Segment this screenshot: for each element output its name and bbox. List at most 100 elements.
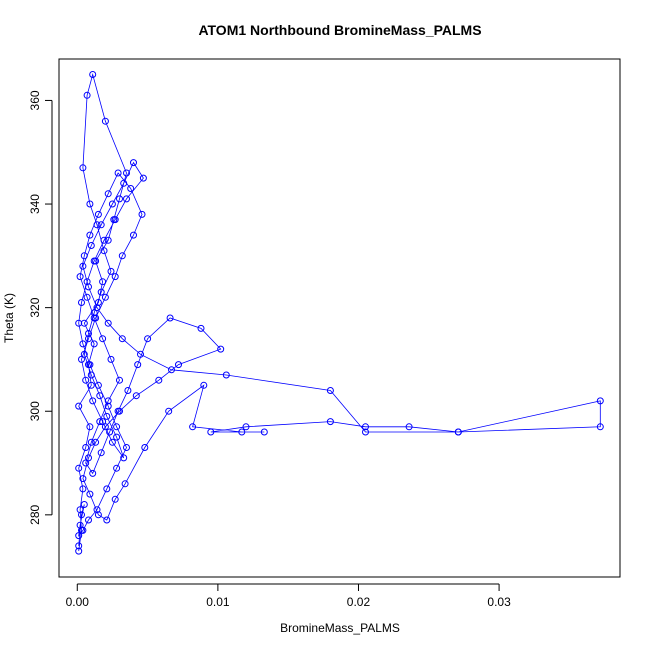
data-point <box>75 532 83 540</box>
data-point <box>78 355 85 363</box>
data-point <box>134 361 142 369</box>
series-line <box>78 72 601 552</box>
data-point <box>104 319 112 327</box>
data-point <box>113 464 121 472</box>
data-point <box>90 314 98 322</box>
data-point <box>75 319 83 327</box>
y-axis-label: Theta (K) <box>2 293 16 343</box>
y-tick-label: 340 <box>28 194 42 214</box>
data-point <box>116 376 123 384</box>
data-point <box>260 428 268 436</box>
data-point <box>123 195 130 203</box>
data-point <box>118 252 126 260</box>
data-point <box>83 278 91 286</box>
data-point <box>85 335 92 343</box>
data-point <box>130 231 137 239</box>
data-point <box>138 210 146 218</box>
data-point <box>175 361 182 369</box>
data-point <box>86 200 94 208</box>
data-point <box>85 454 92 462</box>
data-point <box>82 376 90 384</box>
data-point <box>120 454 128 462</box>
data-point <box>107 355 115 363</box>
data-point <box>93 221 101 229</box>
data-point <box>101 293 109 301</box>
data-point <box>189 423 197 431</box>
data-point <box>85 516 92 524</box>
data-point <box>405 423 413 431</box>
data-point <box>101 117 109 125</box>
series-points <box>75 71 604 555</box>
y-axis: 280 300 320 340 360 <box>28 90 53 525</box>
x-axis: 0.00 0.01 0.02 0.03 <box>66 583 511 609</box>
data-point <box>75 464 83 472</box>
x-tick-label: 0.01 <box>206 595 230 609</box>
data-point <box>96 392 104 400</box>
data-point <box>99 278 107 286</box>
data-point <box>326 387 334 394</box>
data-point <box>82 459 90 467</box>
data-point <box>76 521 84 529</box>
data-point <box>100 236 108 244</box>
data-point <box>362 423 369 431</box>
data-point <box>80 350 88 358</box>
data-point <box>75 542 83 550</box>
data-point <box>103 485 111 493</box>
data-point <box>87 438 95 446</box>
data-point <box>90 257 98 265</box>
y-tick-label: 280 <box>28 505 42 525</box>
data-point <box>596 397 604 405</box>
data-point <box>124 387 132 394</box>
data-point <box>111 495 119 503</box>
data-point <box>596 423 604 431</box>
data-point <box>94 210 102 218</box>
data-point <box>101 423 109 431</box>
data-point <box>94 511 102 519</box>
data-point <box>121 480 129 488</box>
y-tick-label: 320 <box>28 297 42 317</box>
data-point <box>217 345 225 353</box>
data-point <box>141 444 149 451</box>
data-point <box>80 501 88 508</box>
data-point <box>79 262 87 270</box>
data-point <box>86 490 94 498</box>
data-point <box>107 267 115 275</box>
x-tick-label: 0.02 <box>347 595 371 609</box>
data-point <box>79 526 87 534</box>
data-point <box>104 402 112 410</box>
data-point <box>89 397 97 405</box>
data-point <box>242 423 250 431</box>
data-point <box>97 449 105 457</box>
data-point <box>144 335 152 343</box>
data-point <box>99 335 107 343</box>
data-point <box>78 511 85 519</box>
data-point <box>120 179 128 187</box>
data-point <box>79 485 87 493</box>
data-point <box>75 547 83 555</box>
data-point <box>79 475 87 483</box>
data-point <box>99 418 107 426</box>
x-tick-label: 0.03 <box>487 595 511 609</box>
data-point <box>222 371 230 379</box>
data-point <box>97 288 105 296</box>
data-point <box>82 444 90 451</box>
data-point <box>79 164 87 172</box>
x-axis-label: BromineMass_PALMS <box>280 621 400 635</box>
data-point <box>130 159 137 167</box>
data-point <box>127 185 135 192</box>
data-point <box>90 309 98 317</box>
plot-area <box>75 71 604 555</box>
data-point <box>114 169 122 177</box>
data-point <box>118 335 126 343</box>
data-point <box>92 438 100 446</box>
data-point <box>106 428 114 436</box>
data-point <box>76 273 84 281</box>
data-point <box>132 392 140 400</box>
data-point <box>155 376 163 384</box>
data-point <box>116 195 123 203</box>
y-tick-label: 300 <box>28 401 42 421</box>
plot-frame <box>58 58 621 578</box>
data-point <box>86 423 94 431</box>
data-point <box>111 273 119 281</box>
data-point <box>116 407 123 415</box>
